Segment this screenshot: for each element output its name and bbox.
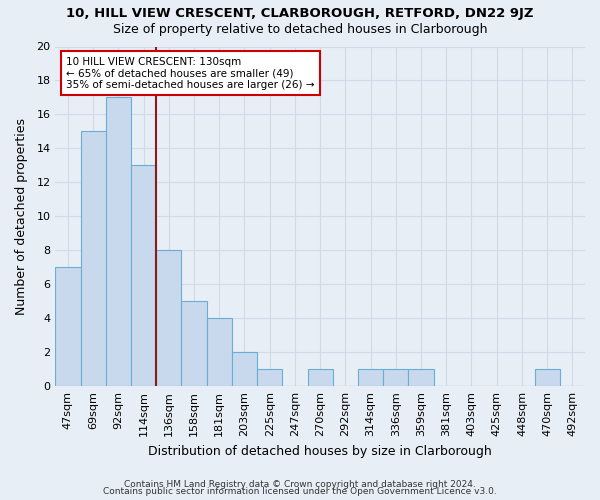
Text: Contains HM Land Registry data © Crown copyright and database right 2024.: Contains HM Land Registry data © Crown c… — [124, 480, 476, 489]
Bar — [106, 98, 131, 386]
Bar — [535, 369, 560, 386]
X-axis label: Distribution of detached houses by size in Clarborough: Distribution of detached houses by size … — [148, 444, 492, 458]
Bar — [409, 369, 434, 386]
Bar — [232, 352, 257, 386]
Text: 10 HILL VIEW CRESCENT: 130sqm
← 65% of detached houses are smaller (49)
35% of s: 10 HILL VIEW CRESCENT: 130sqm ← 65% of d… — [66, 56, 314, 90]
Text: 10, HILL VIEW CRESCENT, CLARBOROUGH, RETFORD, DN22 9JZ: 10, HILL VIEW CRESCENT, CLARBOROUGH, RET… — [66, 8, 534, 20]
Bar — [181, 302, 206, 386]
Bar — [131, 166, 156, 386]
Text: Contains public sector information licensed under the Open Government Licence v3: Contains public sector information licen… — [103, 487, 497, 496]
Bar — [358, 369, 383, 386]
Bar — [55, 268, 80, 386]
Text: Size of property relative to detached houses in Clarborough: Size of property relative to detached ho… — [113, 22, 487, 36]
Y-axis label: Number of detached properties: Number of detached properties — [15, 118, 28, 315]
Bar — [383, 369, 409, 386]
Bar — [206, 318, 232, 386]
Bar — [308, 369, 333, 386]
Bar — [80, 132, 106, 386]
Bar — [257, 369, 283, 386]
Bar — [156, 250, 181, 386]
